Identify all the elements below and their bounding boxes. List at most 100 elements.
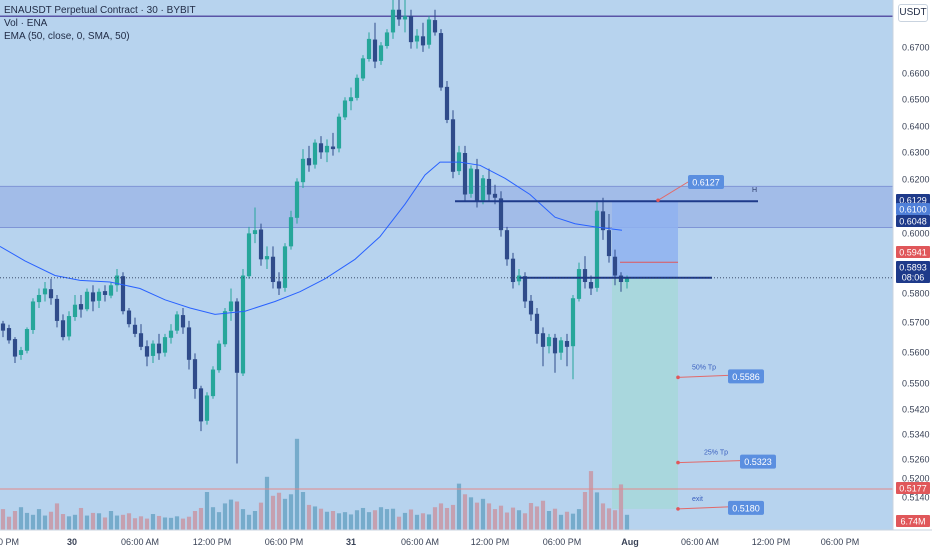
price-label-box bbox=[896, 215, 930, 227]
candle-body bbox=[414, 35, 420, 42]
tp50-dot bbox=[676, 375, 680, 380]
candle-body bbox=[36, 294, 42, 303]
volume-bar bbox=[150, 514, 156, 530]
candle-body bbox=[576, 269, 582, 299]
label-box bbox=[688, 175, 724, 189]
candle-body bbox=[168, 330, 174, 338]
candle-body bbox=[12, 339, 18, 357]
volume-bar bbox=[588, 471, 594, 530]
candle-body bbox=[270, 256, 276, 283]
candle-body bbox=[204, 395, 210, 421]
volume-bar bbox=[156, 515, 162, 530]
volume-bar bbox=[174, 516, 180, 530]
volume-bar bbox=[570, 513, 576, 530]
tp50-caption: 50% Tp bbox=[692, 364, 716, 371]
tp50-connector bbox=[677, 374, 729, 378]
candle-body bbox=[492, 193, 498, 198]
exit-box bbox=[728, 500, 764, 515]
candle-body bbox=[276, 281, 282, 289]
candle-body bbox=[300, 158, 306, 183]
legend-volume[interactable]: Vol · ENA bbox=[4, 18, 48, 29]
candle-body bbox=[306, 158, 312, 166]
volume-bar bbox=[318, 508, 324, 530]
volume-bar bbox=[420, 513, 426, 530]
volume-bar bbox=[336, 513, 342, 530]
volume-bar bbox=[474, 502, 480, 530]
label-anchor-dot bbox=[656, 198, 660, 203]
volume-bar bbox=[228, 499, 234, 530]
candle-body bbox=[570, 298, 576, 347]
currency-button[interactable]: USDT bbox=[898, 4, 928, 22]
candle-body bbox=[420, 36, 426, 46]
volume-bar bbox=[222, 503, 228, 530]
chart-legend: ENAUSDT Perpetual Contract · 30 · BYBIT … bbox=[4, 4, 196, 43]
candle-body bbox=[612, 256, 618, 276]
volume-bar bbox=[600, 503, 606, 530]
volume-bar bbox=[438, 503, 444, 530]
candle-body bbox=[372, 39, 378, 62]
candle-body bbox=[246, 233, 252, 277]
candle-body bbox=[294, 181, 300, 218]
volume-bar bbox=[450, 504, 456, 530]
candle-body bbox=[264, 256, 270, 260]
price-label-value: 0.6100 bbox=[899, 205, 927, 215]
price-tick-label: 0.6400 bbox=[902, 122, 930, 132]
volume-bar bbox=[114, 515, 120, 530]
candle-body bbox=[126, 310, 132, 325]
candle-body bbox=[378, 45, 384, 61]
volume-bar bbox=[84, 515, 90, 530]
ema-line bbox=[0, 161, 623, 315]
candle-body bbox=[450, 119, 456, 172]
candle-body bbox=[522, 276, 528, 302]
candle-body bbox=[42, 288, 48, 295]
candle-body bbox=[318, 143, 324, 153]
time-tick-label: 12:00 PM bbox=[752, 537, 791, 547]
candle-body bbox=[468, 168, 474, 194]
volume-bar bbox=[90, 512, 96, 530]
volume-bar bbox=[414, 514, 420, 530]
label-connector bbox=[657, 181, 689, 201]
tp25-box bbox=[740, 454, 776, 469]
candle-body bbox=[252, 230, 258, 235]
candle-body bbox=[336, 116, 342, 149]
legend-symbol[interactable]: ENAUSDT Perpetual Contract · 30 · BYBIT bbox=[4, 5, 196, 16]
volume-bar bbox=[48, 511, 54, 530]
volume-bar bbox=[312, 506, 318, 530]
price-label-value: 0.5941 bbox=[899, 248, 927, 258]
volume-bar bbox=[126, 513, 132, 530]
candle-body bbox=[474, 169, 480, 201]
time-tick-label: 06:00 PM bbox=[543, 537, 582, 547]
candle-body bbox=[54, 298, 60, 321]
tp50-box bbox=[728, 369, 764, 384]
volume-bar bbox=[504, 512, 510, 530]
candle-body bbox=[114, 275, 120, 286]
candle-body bbox=[84, 291, 90, 310]
time-axis-background bbox=[0, 530, 932, 550]
price-tick-label: 0.6500 bbox=[902, 95, 930, 105]
candle-body bbox=[540, 333, 546, 347]
candle-body bbox=[102, 291, 108, 295]
candle-body bbox=[96, 291, 102, 301]
candle-body bbox=[354, 77, 360, 98]
price-tick-label: 0.5800 bbox=[902, 289, 930, 299]
candle-body bbox=[342, 100, 348, 118]
time-tick-label: 12:00 PM bbox=[471, 537, 510, 547]
candle-body bbox=[552, 337, 558, 354]
volume-bar bbox=[168, 517, 174, 530]
legend-ema[interactable]: EMA (50, close, 0, SMA, 50) bbox=[4, 31, 130, 42]
volume-bar bbox=[534, 506, 540, 530]
volume-bar bbox=[456, 483, 462, 530]
volume-bar bbox=[378, 507, 384, 530]
tp25-connector bbox=[677, 460, 741, 464]
price-tick-label: 0.5340 bbox=[902, 430, 930, 440]
candle-body bbox=[18, 350, 24, 355]
candle-body bbox=[558, 340, 564, 353]
candle-body bbox=[312, 142, 318, 165]
price-tick-label: 0.5260 bbox=[902, 455, 930, 465]
volume-bar bbox=[66, 516, 72, 530]
volume-bar bbox=[366, 512, 372, 530]
exit-value: 0.5180 bbox=[732, 503, 760, 513]
candle-body bbox=[396, 9, 402, 20]
